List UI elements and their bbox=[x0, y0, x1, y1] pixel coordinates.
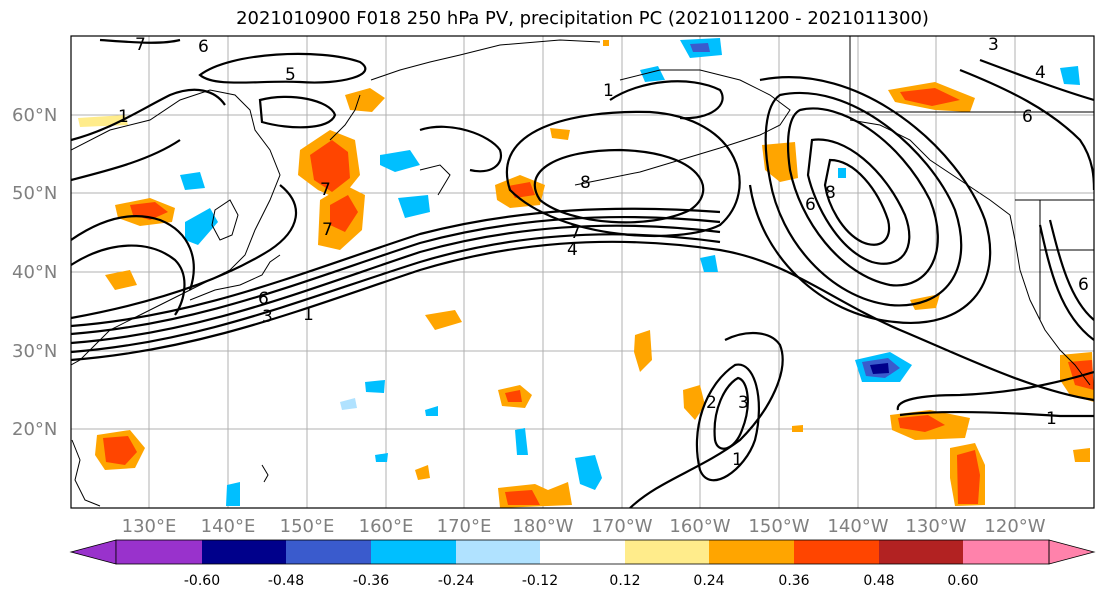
colorbar-tick: -0.60 bbox=[184, 573, 220, 589]
colorbar-bin bbox=[709, 540, 794, 564]
contour-label: 1 bbox=[118, 107, 129, 127]
precip-negative-patches bbox=[180, 38, 1080, 506]
lon-label-170w: 170°W bbox=[591, 516, 652, 537]
colorbar-extend-high bbox=[1048, 539, 1096, 565]
contour-label: 3 bbox=[262, 307, 273, 327]
lat-label-50n: 50°N bbox=[12, 183, 57, 204]
contour-label: 7 bbox=[135, 35, 146, 55]
colorbar-bin bbox=[371, 540, 456, 564]
lon-label-120w: 120°W bbox=[984, 516, 1045, 537]
contour-label: 4 bbox=[1035, 63, 1046, 83]
contour-label: 3 bbox=[988, 35, 999, 55]
colorbar-bin bbox=[794, 540, 879, 564]
colorbar-bin bbox=[116, 540, 202, 564]
longitude-axis: 130°E 140°E 150°E 160°E 170°E 180°W 170°… bbox=[122, 516, 1046, 537]
contour-label: 6 bbox=[1022, 107, 1033, 127]
colorbar-tick: 0.24 bbox=[693, 573, 724, 589]
colorbar-bin bbox=[456, 540, 540, 564]
lon-label-170e: 170°E bbox=[437, 516, 492, 537]
map-panel: 5 6 7 7 4 7 7 6 3 1 8 6 8 1 2 3 1 1 4 3 bbox=[70, 35, 1095, 509]
colorbar-bin bbox=[286, 540, 371, 564]
lon-label-150w: 150°W bbox=[748, 516, 809, 537]
contour-label: 6 bbox=[198, 37, 209, 57]
colorbar-tick: -0.48 bbox=[268, 573, 304, 589]
colorbar: -0.60 -0.48 -0.36 -0.24 -0.12 0.12 0.24 … bbox=[69, 539, 1096, 589]
colorbar-bin bbox=[963, 540, 1049, 564]
colorbar-extend-low bbox=[69, 539, 117, 565]
contour-label: 1 bbox=[732, 450, 743, 470]
colorbar-bin bbox=[879, 540, 963, 564]
lat-label-30n: 30°N bbox=[12, 341, 57, 362]
colorbar-tick: 0.48 bbox=[863, 573, 894, 589]
colorbar-bin bbox=[540, 540, 625, 564]
precip-positive-patches bbox=[78, 40, 1094, 508]
contour-label: 3 bbox=[738, 393, 749, 413]
colorbar-tick: 0.60 bbox=[947, 573, 978, 589]
contour-label: 7 bbox=[320, 180, 331, 200]
lon-label-150e: 150°E bbox=[280, 516, 335, 537]
lat-label-20n: 20°N bbox=[12, 419, 57, 440]
colorbar-tick: 0.36 bbox=[778, 573, 809, 589]
contour-label: 5 bbox=[285, 65, 296, 85]
lon-label-140e: 140°E bbox=[201, 516, 256, 537]
contour-label: 1 bbox=[1046, 409, 1057, 429]
contour-label: 7 bbox=[570, 223, 581, 243]
colorbar-bin bbox=[625, 540, 709, 564]
contour-label: 1 bbox=[303, 305, 314, 325]
colorbar-tick: -0.36 bbox=[353, 573, 389, 589]
contour-labels: 5 6 7 7 4 7 7 6 3 1 8 6 8 1 2 3 1 1 4 3 bbox=[118, 35, 1089, 470]
lon-label-130e: 130°E bbox=[122, 516, 177, 537]
contour-label: 8 bbox=[825, 183, 836, 203]
lon-label-140w: 140°W bbox=[827, 516, 888, 537]
contour-label: 6 bbox=[1078, 275, 1089, 295]
contour-label: 2 bbox=[706, 393, 717, 413]
coastlines bbox=[71, 36, 1094, 507]
pv-contours bbox=[71, 38, 1094, 508]
lon-label-180w: 180°W bbox=[512, 516, 573, 537]
colorbar-tick: 0.12 bbox=[609, 573, 640, 589]
lat-label-60n: 60°N bbox=[12, 105, 57, 126]
contour-label: 6 bbox=[805, 195, 816, 215]
contour-label: 6 bbox=[258, 289, 269, 309]
colorbar-tick: -0.24 bbox=[438, 573, 474, 589]
map-title: 2021010900 F018 250 hPa PV, precipitatio… bbox=[236, 8, 929, 29]
contour-label: 8 bbox=[580, 173, 591, 193]
latitude-axis: 60°N 50°N 40°N 30°N 20°N bbox=[12, 105, 57, 440]
contour-label: 7 bbox=[322, 220, 333, 240]
lon-label-160w: 160°W bbox=[669, 516, 730, 537]
contour-label: 1 bbox=[603, 81, 614, 101]
colorbar-tick: -0.12 bbox=[522, 573, 558, 589]
lon-label-130w: 130°W bbox=[905, 516, 966, 537]
colorbar-bin bbox=[202, 540, 286, 564]
lon-label-160e: 160°E bbox=[359, 516, 414, 537]
lat-label-40n: 40°N bbox=[12, 262, 57, 283]
contour-label: 4 bbox=[567, 240, 578, 260]
